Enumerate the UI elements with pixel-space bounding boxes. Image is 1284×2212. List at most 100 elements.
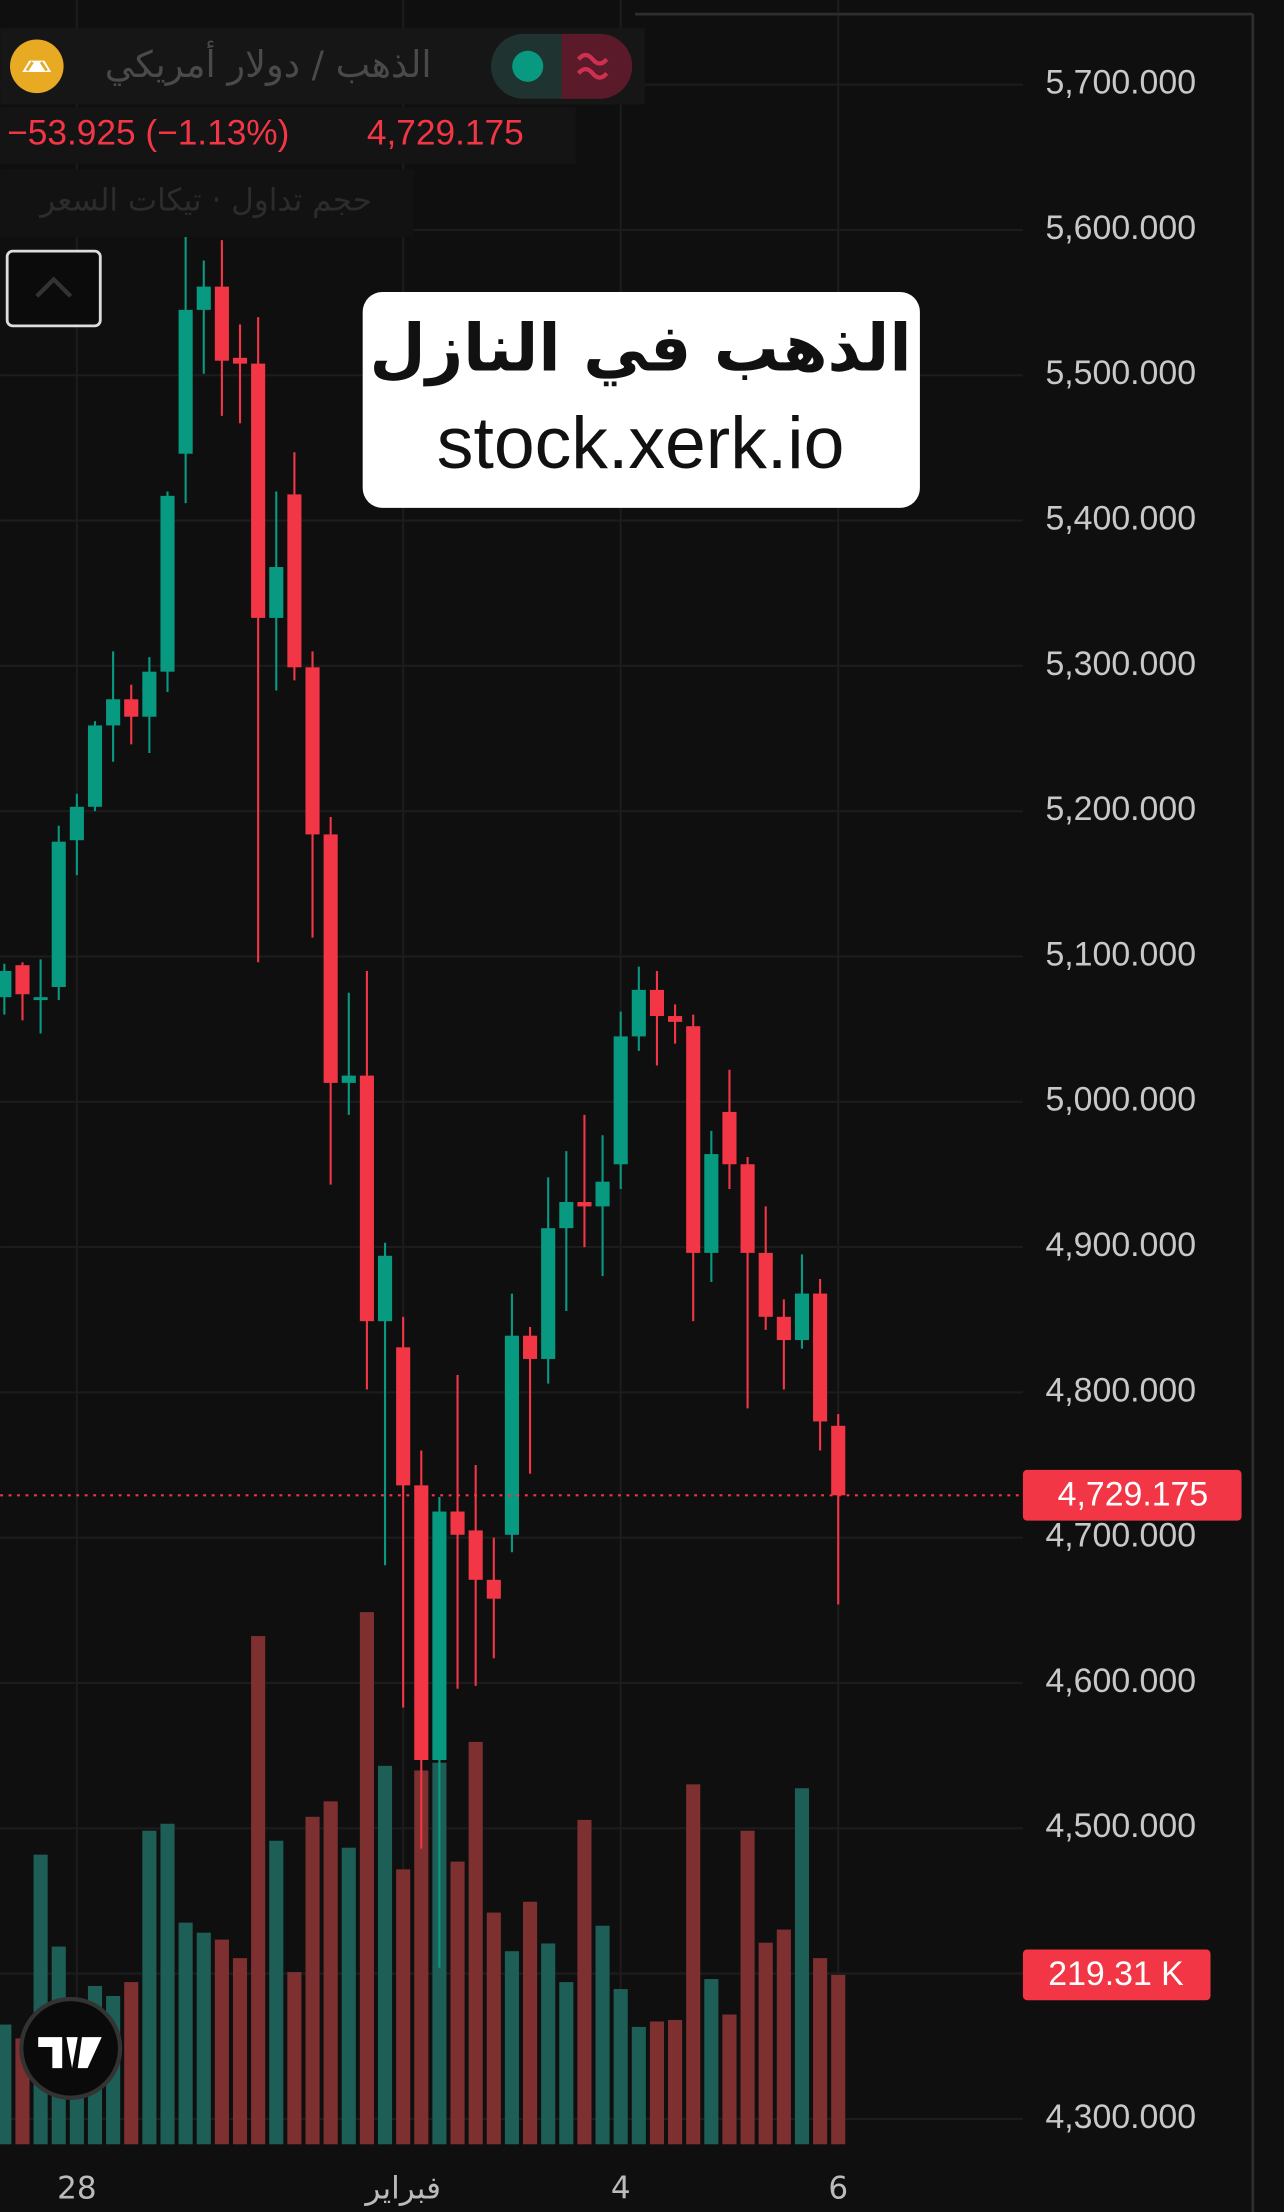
y-tick-label: 4,900.000 — [1045, 1226, 1196, 1264]
volume-bar — [33, 1854, 48, 2145]
candle-body — [794, 1293, 810, 1341]
volume-bar — [649, 2021, 665, 2145]
candle-body — [287, 494, 302, 668]
candle-body — [251, 363, 266, 618]
candle-body — [813, 1293, 828, 1422]
candle-body — [377, 1255, 393, 1322]
collapse-icon — [35, 276, 73, 298]
volume-bar — [377, 1765, 393, 2145]
candle-body — [686, 1026, 701, 1253]
candle-body — [740, 1164, 755, 1253]
y-tick-label: 4,700.000 — [1045, 1517, 1196, 1555]
y-tick-label: 4,800.000 — [1045, 1371, 1196, 1409]
price-tag-label: 4,729.175 — [1058, 1476, 1209, 1514]
volume-bar — [541, 1943, 556, 2145]
y-tick-label: 5,400.000 — [1045, 499, 1196, 537]
candle-body — [232, 357, 248, 364]
candle-body — [414, 1485, 429, 1760]
candle-body — [15, 965, 30, 995]
candle-body — [69, 806, 84, 841]
candle-layer — [0, 232, 846, 1968]
candle-body — [468, 1530, 483, 1580]
toggle-dot — [512, 50, 544, 82]
candle-body — [33, 997, 48, 1001]
volume-bar — [686, 1784, 701, 2145]
candle-body — [323, 834, 338, 1083]
volume-bar — [232, 1958, 248, 2145]
volume-bar — [124, 1982, 139, 2145]
toggle-icon — [576, 52, 609, 80]
candle-body — [432, 1511, 447, 1760]
volume-bar — [414, 1770, 429, 2145]
overlay-box — [362, 292, 920, 508]
volume-layer — [0, 1612, 846, 2145]
candle-body — [595, 1181, 610, 1207]
volume-bar — [523, 1901, 538, 2145]
collapse-button[interactable] — [5, 249, 102, 328]
volume-tag — [1022, 1949, 1211, 2001]
toggle-right[interactable] — [561, 33, 633, 99]
indicators: حجم تداول · تيكات السعر — [38, 183, 372, 219]
volume-bar — [758, 1942, 773, 2145]
candle-body — [160, 495, 175, 672]
volume-bar — [668, 2019, 683, 2145]
candle-body — [142, 671, 157, 717]
candle-body — [450, 1511, 465, 1535]
candle-body — [87, 725, 103, 807]
candle-body — [0, 970, 12, 998]
volume-bar — [468, 1741, 483, 2145]
y-tick-label: 4,600.000 — [1045, 1662, 1196, 1700]
candle-body — [51, 841, 66, 987]
x-tick-label: 4 — [611, 2170, 631, 2206]
volume-bar — [722, 2014, 737, 2145]
candle-body — [831, 1425, 846, 1496]
volume-bar — [196, 1932, 211, 2145]
candle-body — [758, 1252, 773, 1317]
volume-bar — [559, 1982, 574, 2145]
x-tick-label: فبراير — [363, 2170, 441, 2206]
volume-bar — [160, 1823, 175, 2145]
y-tick-label: 5,100.000 — [1045, 935, 1196, 973]
y-tick-label: 4,300.000 — [1045, 2098, 1196, 2136]
y-tick-label: 5,500.000 — [1045, 354, 1196, 392]
volume-bar — [613, 1989, 628, 2145]
volume-bar — [251, 1636, 266, 2145]
candle-body — [541, 1228, 556, 1359]
volume-bar — [269, 1840, 284, 2145]
candle-body — [704, 1154, 719, 1253]
price-tag — [1022, 1469, 1242, 1521]
candle-body — [577, 1202, 592, 1207]
volume-bar — [776, 1929, 791, 2145]
candle-body — [523, 1335, 538, 1359]
candle-body — [396, 1347, 411, 1486]
price-bg — [0, 107, 576, 164]
volume-bar — [178, 1922, 193, 2145]
overlay-subtitle: stock.xerk.io — [437, 402, 845, 484]
y-tick-label: 5,200.000 — [1045, 790, 1196, 828]
header-price: 4,729.175 — [367, 114, 524, 153]
candle-body — [196, 286, 211, 310]
y-tick-label: 5,600.000 — [1045, 209, 1196, 247]
candle-body — [631, 989, 646, 1037]
volume-bar — [341, 1847, 356, 2145]
volume-bar — [794, 1788, 810, 2145]
x-tick-label: 28 — [57, 2170, 96, 2206]
candle-body — [269, 567, 284, 618]
candle-body — [486, 1579, 501, 1599]
logo-mark — [38, 2037, 102, 2069]
volume-bar — [504, 1951, 519, 2145]
candle-body — [613, 1036, 628, 1165]
candle-body — [668, 1016, 683, 1022]
volume-tag-label: 219.31 K — [1048, 1955, 1184, 1993]
y-tick-label: 4,500.000 — [1045, 1807, 1196, 1845]
label-layer: 4,729.175 219.31 K — [0, 1469, 1242, 2001]
candle-body — [178, 309, 193, 454]
volume-bar — [486, 1912, 501, 2145]
symbol-name: الذهب / دولار أمريكي — [105, 40, 432, 86]
volume-bar — [323, 1801, 338, 2145]
y-tick-label: 5,000.000 — [1045, 1081, 1196, 1119]
volume-bar — [831, 1974, 846, 2145]
volume-bar — [396, 1869, 411, 2145]
volume-bar — [813, 1958, 828, 2145]
